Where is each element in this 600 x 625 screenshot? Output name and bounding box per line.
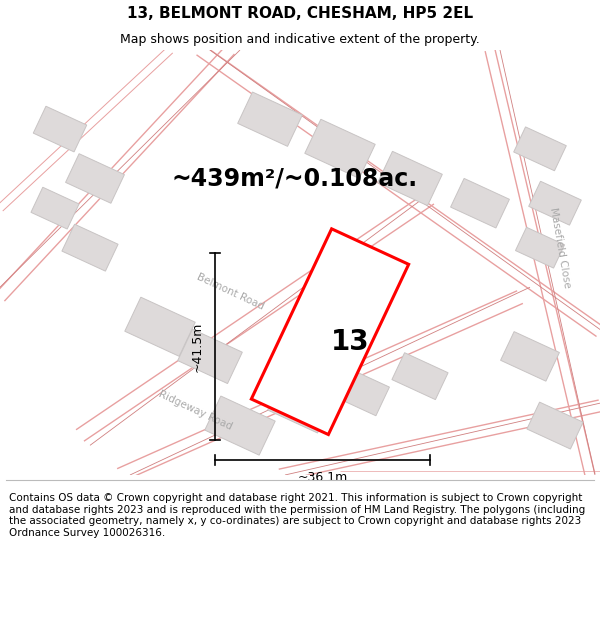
Text: Belmont Road: Belmont Road: [195, 272, 265, 312]
Polygon shape: [31, 188, 79, 229]
Text: Contains OS data © Crown copyright and database right 2021. This information is : Contains OS data © Crown copyright and d…: [9, 493, 585, 538]
Text: Ridgeway Road: Ridgeway Road: [157, 389, 233, 432]
Text: Masefield Close: Masefield Close: [548, 206, 572, 289]
Polygon shape: [62, 224, 118, 271]
Text: 13, BELMONT ROAD, CHESHAM, HP5 2EL: 13, BELMONT ROAD, CHESHAM, HP5 2EL: [127, 6, 473, 21]
Text: Map shows position and indicative extent of the property.: Map shows position and indicative extent…: [120, 32, 480, 46]
Text: ~36.1m: ~36.1m: [298, 471, 347, 484]
Text: ~439m²/~0.108ac.: ~439m²/~0.108ac.: [172, 166, 418, 191]
Polygon shape: [500, 332, 559, 381]
Polygon shape: [178, 329, 242, 384]
Polygon shape: [331, 366, 389, 416]
Polygon shape: [238, 92, 302, 146]
Text: ~41.5m: ~41.5m: [191, 321, 203, 372]
Polygon shape: [451, 178, 509, 228]
Polygon shape: [65, 154, 124, 203]
Polygon shape: [268, 379, 332, 433]
Polygon shape: [33, 106, 87, 152]
Polygon shape: [392, 352, 448, 399]
Polygon shape: [205, 396, 275, 455]
Polygon shape: [125, 298, 195, 356]
Polygon shape: [305, 119, 375, 178]
Polygon shape: [251, 229, 409, 434]
Polygon shape: [514, 127, 566, 171]
Polygon shape: [515, 228, 565, 268]
Text: 13: 13: [331, 328, 370, 356]
Polygon shape: [377, 151, 442, 206]
Polygon shape: [527, 402, 583, 449]
Polygon shape: [529, 181, 581, 225]
